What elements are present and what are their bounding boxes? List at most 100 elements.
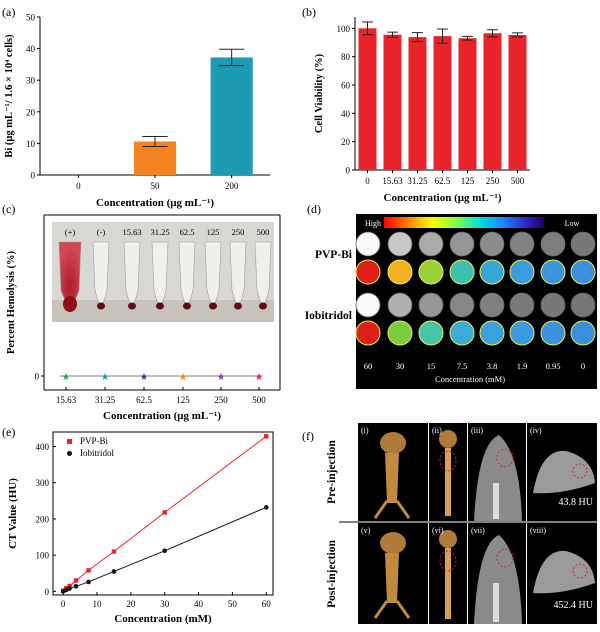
phantom-gray bbox=[418, 292, 444, 318]
phantom-gray bbox=[449, 231, 475, 257]
color-scale-high: High bbox=[365, 219, 381, 228]
x-tick-label: 0 bbox=[365, 176, 370, 186]
sub-label: (vii) bbox=[471, 526, 485, 535]
ct-slice-spine bbox=[493, 583, 499, 622]
panel-e-letter: (e) bbox=[2, 425, 15, 439]
bar bbox=[210, 57, 253, 175]
x-axis-label: Concentration (mM) bbox=[435, 374, 505, 384]
bar bbox=[358, 28, 377, 171]
phantom-color bbox=[570, 259, 596, 285]
x-tick-label: 40 bbox=[194, 599, 204, 609]
tube-pellet bbox=[209, 302, 217, 310]
sub-label: (iii) bbox=[471, 426, 483, 435]
phantom-color bbox=[509, 320, 535, 346]
panel-f: (f) Pre-injection Post-injection (i) (ii) (i… bbox=[302, 423, 597, 624]
phantom-gray bbox=[449, 292, 475, 318]
y-tick-label: 0 bbox=[346, 166, 351, 176]
sub-label: (viii) bbox=[530, 526, 546, 535]
x-axis-label: Concentration (μg mL⁻¹) bbox=[96, 197, 214, 209]
x-tick-label: 15.63 bbox=[56, 395, 77, 405]
roi-circle bbox=[496, 448, 514, 468]
phantom-color bbox=[355, 259, 381, 285]
tube-pellet bbox=[128, 302, 136, 310]
y-tick-label: 40 bbox=[341, 109, 351, 119]
phantom-color bbox=[570, 320, 596, 346]
phantom-color bbox=[540, 259, 566, 285]
y-tick-label: 200 bbox=[36, 514, 50, 524]
skeleton-spine bbox=[445, 548, 451, 619]
phantom-color bbox=[509, 259, 535, 285]
y-tick-label: 0 bbox=[31, 171, 36, 181]
tube-label: (+) bbox=[65, 227, 76, 237]
y-tick-label: 0 bbox=[45, 587, 50, 597]
chart-b: 0 20 40 60 80 100 0 15.63 31.25 62.5 125 250 500 Conc… bbox=[314, 17, 530, 204]
y-tick-label: 100 bbox=[337, 24, 351, 34]
hu-value: 43.8 HU bbox=[559, 497, 594, 508]
data-point bbox=[73, 584, 79, 589]
legend-marker bbox=[67, 451, 72, 456]
ct-zoom-body bbox=[533, 450, 595, 494]
ct-zoom-body bbox=[533, 550, 595, 594]
ct-slice-body bbox=[474, 535, 522, 624]
x-tick-label: 125 bbox=[176, 395, 190, 405]
panel-f-letter: (f) bbox=[302, 429, 314, 443]
x-tick-label: 10 bbox=[93, 599, 103, 609]
phantom-gray bbox=[387, 231, 413, 257]
ct-phantom-panel: High Low PVP-Bi Iobitridol 60 30 15 7.5 3.8 1.9 0.… bbox=[305, 214, 597, 389]
row-label: PVP-Bi bbox=[315, 249, 353, 261]
skeleton-head bbox=[380, 432, 406, 454]
y-tick-label: 400 bbox=[36, 442, 50, 452]
x-tick-label: 50 bbox=[228, 599, 238, 609]
data-point: ★ bbox=[217, 372, 226, 383]
x-tick-label: 250 bbox=[214, 395, 228, 405]
y-tick-label: 20 bbox=[26, 107, 36, 117]
data-point: ★ bbox=[62, 372, 71, 383]
phantom-color bbox=[479, 259, 505, 285]
x-tick-label: 250 bbox=[486, 176, 500, 186]
sub-label: (vi) bbox=[432, 526, 444, 535]
x-tick-label: 125 bbox=[461, 176, 475, 186]
y-axis-label: CT Value (HU) bbox=[7, 478, 19, 549]
x-tick-label: 50 bbox=[151, 181, 161, 191]
ct-slice-body bbox=[474, 435, 522, 521]
phantom-color bbox=[418, 259, 444, 285]
x-axis-label: Concentration (μg mL⁻¹) bbox=[103, 410, 221, 422]
y-axis-label: Percent Hemolysis (%) bbox=[6, 250, 17, 354]
phantom-gray bbox=[418, 231, 444, 257]
phantom-color bbox=[479, 320, 505, 346]
concentration-label: 30 bbox=[396, 361, 405, 371]
legend-marker bbox=[67, 439, 72, 444]
plot-frame bbox=[52, 431, 274, 596]
phantom-gray bbox=[509, 231, 535, 257]
panel-b: (b) 0 20 40 60 80 100 0 15.63 31.25 62.5 125 250 500… bbox=[302, 5, 530, 204]
phantom-color bbox=[449, 320, 475, 346]
panel-c-letter: (c) bbox=[2, 202, 15, 216]
panel-d: (d) High Low PVP-Bi Iobitridol 60 30 15 7.5 3.8 1… bbox=[305, 202, 597, 389]
x-tick-label: 500 bbox=[252, 395, 266, 405]
y-tick-label: 300 bbox=[36, 478, 50, 488]
x-tick-label: 200 bbox=[225, 181, 239, 191]
bar bbox=[508, 34, 527, 170]
phantom-gray bbox=[479, 292, 505, 318]
data-point bbox=[67, 586, 72, 591]
chart-c: 0 ★ 15.63 ★ 31.25 ★ 62.5 ★ 125 ★ 250 ★ 500 Concentrat… bbox=[6, 214, 281, 422]
color-scale-low: Low bbox=[565, 219, 580, 228]
x-tick-label: 60 bbox=[262, 599, 272, 609]
ct-slice-spine bbox=[493, 483, 499, 519]
hu-value: 452.4 HU bbox=[554, 600, 594, 611]
legend-label: PVP-Bi bbox=[80, 436, 109, 446]
sub-label: (i) bbox=[361, 426, 369, 435]
color-scale-bar bbox=[384, 217, 544, 228]
data-point bbox=[86, 568, 91, 573]
bar bbox=[383, 34, 402, 171]
phantom-color bbox=[418, 320, 444, 346]
tube-label: (-) bbox=[97, 227, 106, 237]
data-point bbox=[73, 578, 79, 583]
phantom-gray bbox=[570, 292, 596, 318]
data-point bbox=[263, 505, 269, 510]
phantom-color bbox=[355, 320, 381, 346]
concentration-label: 15 bbox=[427, 361, 436, 371]
y-tick-label: 20 bbox=[341, 137, 351, 147]
tube-label: 250 bbox=[232, 227, 245, 237]
tube-pellet bbox=[259, 302, 267, 310]
